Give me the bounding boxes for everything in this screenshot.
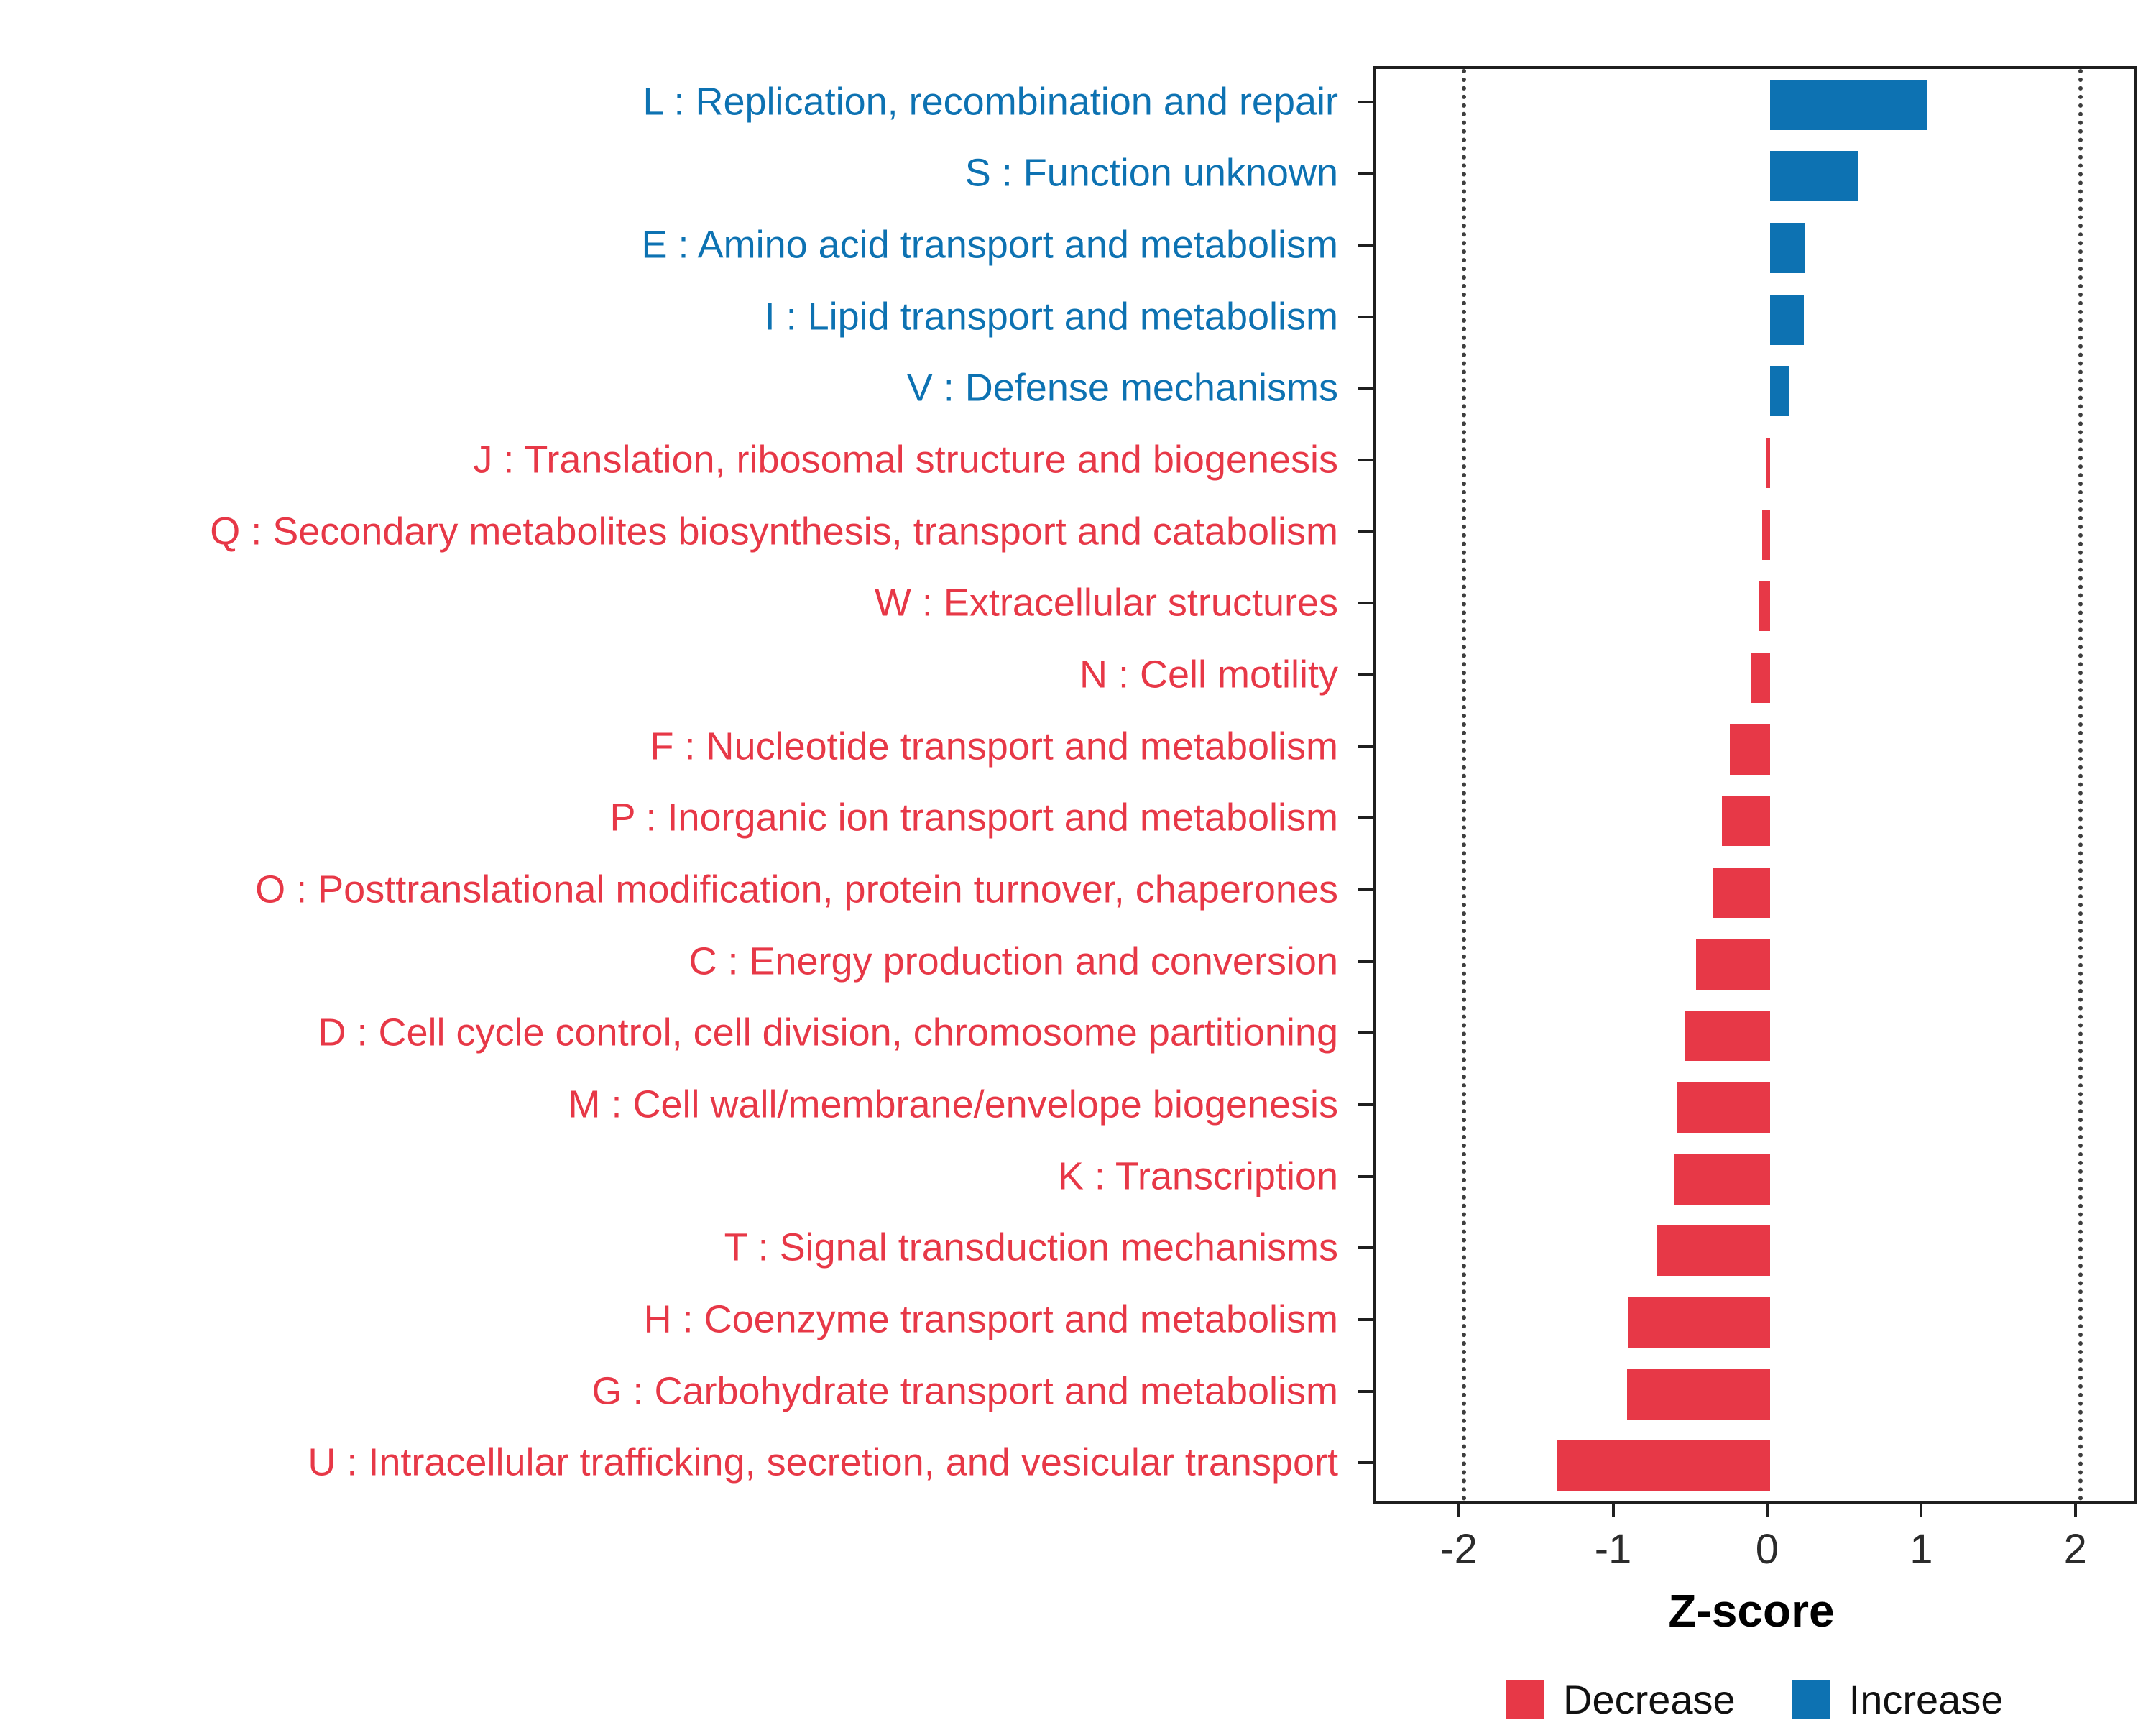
category-label: D : Cell cycle control, cell division, c… <box>318 1011 1338 1054</box>
y-tick-mark <box>1358 1031 1374 1035</box>
y-tick-mark <box>1358 960 1374 963</box>
y-tick-mark <box>1358 530 1374 533</box>
category-label: U : Intracellular trafficking, secretion… <box>308 1440 1338 1484</box>
category-label: G : Carbohydrate transport and metabolis… <box>591 1368 1339 1412</box>
bar <box>1677 1082 1770 1133</box>
category-label: N : Cell motility <box>1079 653 1338 696</box>
category-label: V : Defense mechanisms <box>906 366 1338 410</box>
y-tick-mark <box>1358 1317 1374 1321</box>
bar <box>1696 939 1770 990</box>
category-label: I : Lipid transport and metabolism <box>764 295 1338 339</box>
category-label: J : Translation, ribosomal structure and… <box>473 438 1338 482</box>
x-axis-title: Z-score <box>1668 1585 1835 1637</box>
bar <box>1713 867 1770 918</box>
legend-item: Increase <box>1791 1676 2004 1723</box>
y-tick-mark <box>1358 1174 1374 1178</box>
x-tick-mark <box>1765 1501 1769 1517</box>
y-tick-mark <box>1358 673 1374 677</box>
category-label: M : Cell wall/membrane/envelope biogenes… <box>568 1082 1338 1126</box>
y-tick-mark <box>1358 244 1374 247</box>
bar <box>1730 724 1770 775</box>
bar <box>1557 1440 1770 1491</box>
bar <box>1765 438 1770 489</box>
y-tick-mark <box>1358 315 1374 318</box>
y-tick-mark <box>1358 1461 1374 1465</box>
category-label: H : Coenzyme transport and metabolism <box>643 1297 1338 1341</box>
x-tick-label: -1 <box>1594 1526 1632 1573</box>
bar <box>1769 294 1805 345</box>
bar <box>1759 581 1770 632</box>
reference-line <box>1462 69 1467 1501</box>
y-tick-mark <box>1358 1246 1374 1250</box>
bar <box>1685 1011 1770 1062</box>
category-label: C : Energy production and conversion <box>688 939 1338 983</box>
y-tick-mark <box>1358 100 1374 104</box>
legend: Decrease Increase <box>1506 1676 2003 1723</box>
x-tick-mark <box>1611 1501 1615 1517</box>
legend-item: Decrease <box>1506 1676 1736 1723</box>
bar <box>1769 366 1789 417</box>
y-tick-mark <box>1358 1389 1374 1393</box>
bar <box>1657 1225 1770 1276</box>
category-label: P : Inorganic ion transport and metaboli… <box>609 796 1338 840</box>
category-label: Q : Secondary metabolites biosynthesis, … <box>210 510 1338 553</box>
category-label: T : Signal transduction mechanisms <box>724 1225 1338 1269</box>
category-label: F : Nucleotide transport and metabolism <box>650 724 1338 768</box>
category-label: L : Replication, recombination and repai… <box>642 80 1338 124</box>
legend-label: Increase <box>1848 1677 2004 1722</box>
y-tick-mark <box>1358 816 1374 820</box>
bar <box>1722 796 1770 847</box>
legend-swatch <box>1506 1680 1544 1719</box>
x-tick-label: 0 <box>1755 1526 1779 1573</box>
x-tick-label: 1 <box>1909 1526 1933 1573</box>
category-label: K : Transcription <box>1057 1154 1338 1197</box>
bar <box>1626 1368 1770 1420</box>
x-tick-mark <box>2073 1501 2077 1517</box>
category-label: W : Extracellular structures <box>874 581 1338 625</box>
bar <box>1769 79 1927 130</box>
bar <box>1628 1297 1770 1348</box>
category-label: O : Posttranslational modification, prot… <box>255 868 1338 911</box>
x-tick-label: 2 <box>2063 1526 2087 1573</box>
y-tick-mark <box>1358 602 1374 605</box>
x-tick-mark <box>1457 1501 1461 1517</box>
legend-swatch <box>1791 1680 1830 1719</box>
y-tick-mark <box>1358 172 1374 175</box>
y-tick-mark <box>1358 1103 1374 1106</box>
category-label: E : Amino acid transport and metabolism <box>641 223 1338 267</box>
plot-panel <box>1373 66 2137 1504</box>
y-tick-mark <box>1358 459 1374 462</box>
y-tick-mark <box>1358 745 1374 748</box>
bar <box>1674 1154 1770 1205</box>
x-tick-label: -2 <box>1440 1526 1478 1573</box>
reference-line <box>2078 69 2083 1501</box>
category-label: S : Function unknown <box>964 151 1338 195</box>
bar <box>1762 509 1770 560</box>
bar <box>1751 653 1770 704</box>
bar <box>1769 223 1806 274</box>
bar <box>1769 151 1858 202</box>
x-tick-mark <box>1920 1501 1923 1517</box>
legend-label: Decrease <box>1563 1677 1736 1722</box>
y-tick-mark <box>1358 888 1374 891</box>
y-tick-mark <box>1358 387 1374 390</box>
